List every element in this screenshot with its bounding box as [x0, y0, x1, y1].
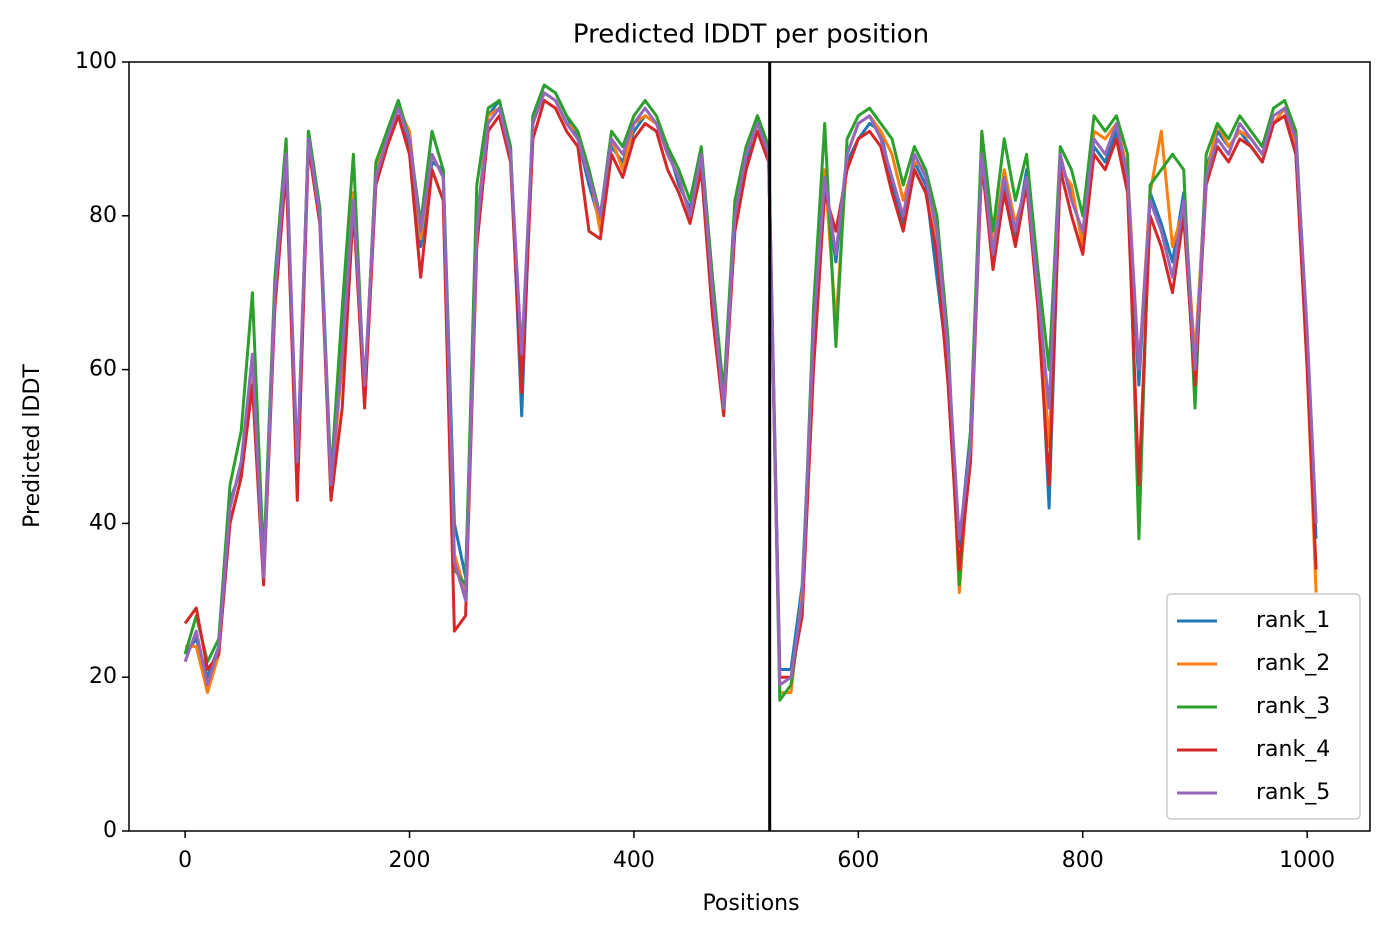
legend-label: rank_2	[1256, 651, 1330, 676]
y-tick-label: 0	[103, 818, 117, 843]
legend-label: rank_5	[1256, 780, 1330, 805]
legend-label: rank_4	[1256, 737, 1330, 762]
y-tick-label: 40	[89, 510, 117, 535]
y-tick-label: 100	[75, 49, 117, 74]
series-line	[183, 83, 1318, 702]
chart-title: Predicted lDDT per position	[573, 20, 929, 50]
x-tick-label: 600	[837, 848, 879, 873]
series-line	[183, 91, 1318, 687]
y-axis-label: Predicted lDDT	[20, 364, 45, 528]
legend-label: rank_1	[1256, 608, 1330, 633]
x-tick-label: 0	[178, 848, 192, 873]
plot-frame	[128, 61, 1371, 832]
x-axis-label: Positions	[702, 891, 799, 916]
legend-box	[1166, 593, 1361, 820]
y-tick-label: 20	[89, 664, 117, 689]
y-tick-label: 80	[89, 203, 117, 228]
x-tick-label: 1000	[1279, 848, 1335, 873]
legend-label: rank_3	[1256, 694, 1330, 719]
x-tick-label: 400	[613, 848, 655, 873]
x-tick-label: 800	[1062, 848, 1104, 873]
x-tick-label: 200	[389, 848, 431, 873]
y-tick-label: 60	[89, 357, 117, 382]
